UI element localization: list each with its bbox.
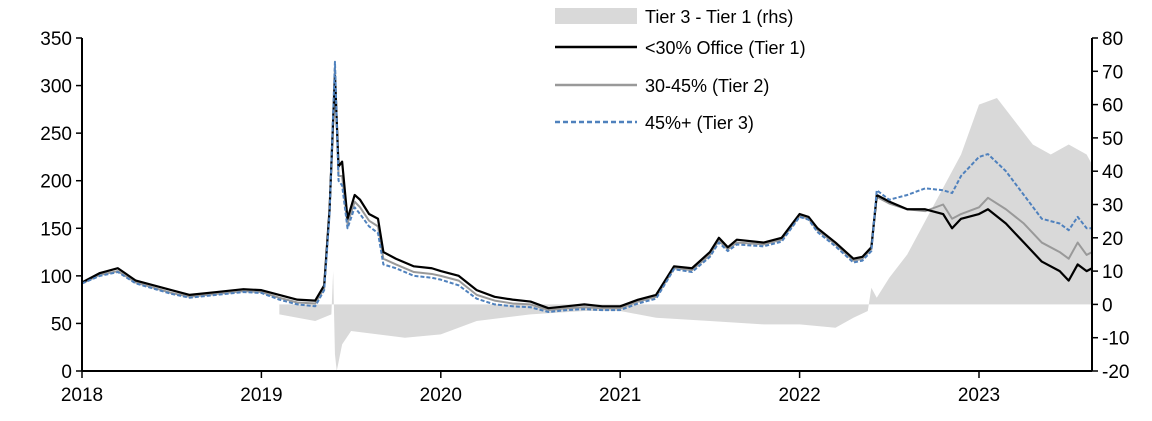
right-tick-label: 20 [1102,229,1123,250]
left-tick-label: 250 [40,124,72,145]
x-tick-label: 2023 [958,385,1000,406]
left-tick-label: 150 [40,219,72,240]
axes: 0 50 100 150 200 250 300 350 -20 -10 0 10 20 30 40 50 60… [40,29,1129,406]
x-tick-label: 2021 [599,385,641,406]
spread-area-layer [279,97,1093,371]
left-tick-label: 50 [51,314,72,335]
legend-label-tier1: <30% Office (Tier 1) [645,38,806,58]
legend-swatch-area [555,8,637,24]
left-tick-label: 0 [61,362,72,383]
legend-label-tier3: 45%+ (Tier 3) [645,113,754,133]
right-tick-label: 40 [1102,162,1123,183]
right-tick-label: 10 [1102,262,1123,283]
right-tick-label: 0 [1102,295,1113,316]
left-tick-label: 350 [40,29,72,50]
x-tick-label: 2019 [240,385,282,406]
left-tick-label: 100 [40,267,72,288]
series-lines [81,60,1093,314]
right-tick-label: 70 [1102,62,1123,83]
spread-area [279,97,1093,371]
right-tick-label: -10 [1102,329,1129,350]
legend: Tier 3 - Tier 1 (rhs) <30% Office (Tier … [555,7,806,133]
right-tick-label: -20 [1102,362,1129,383]
left-tick-label: 300 [40,77,72,98]
legend-label-tier2: 30-45% (Tier 2) [645,76,769,96]
series-line-tier3 [81,60,1093,314]
series-line-tier1 [81,74,1093,310]
series-line-tier2 [81,67,1093,312]
left-tick-label: 200 [40,172,72,193]
right-tick-label: 50 [1102,129,1123,150]
right-tick-label: 60 [1102,96,1123,117]
legend-label-area: Tier 3 - Tier 1 (rhs) [645,7,793,27]
x-tick-label: 2020 [420,385,462,406]
right-tick-label: 30 [1102,196,1123,217]
x-tick-label: 2022 [778,385,820,406]
right-tick-label: 80 [1102,29,1123,50]
x-tick-label: 2018 [61,385,103,406]
